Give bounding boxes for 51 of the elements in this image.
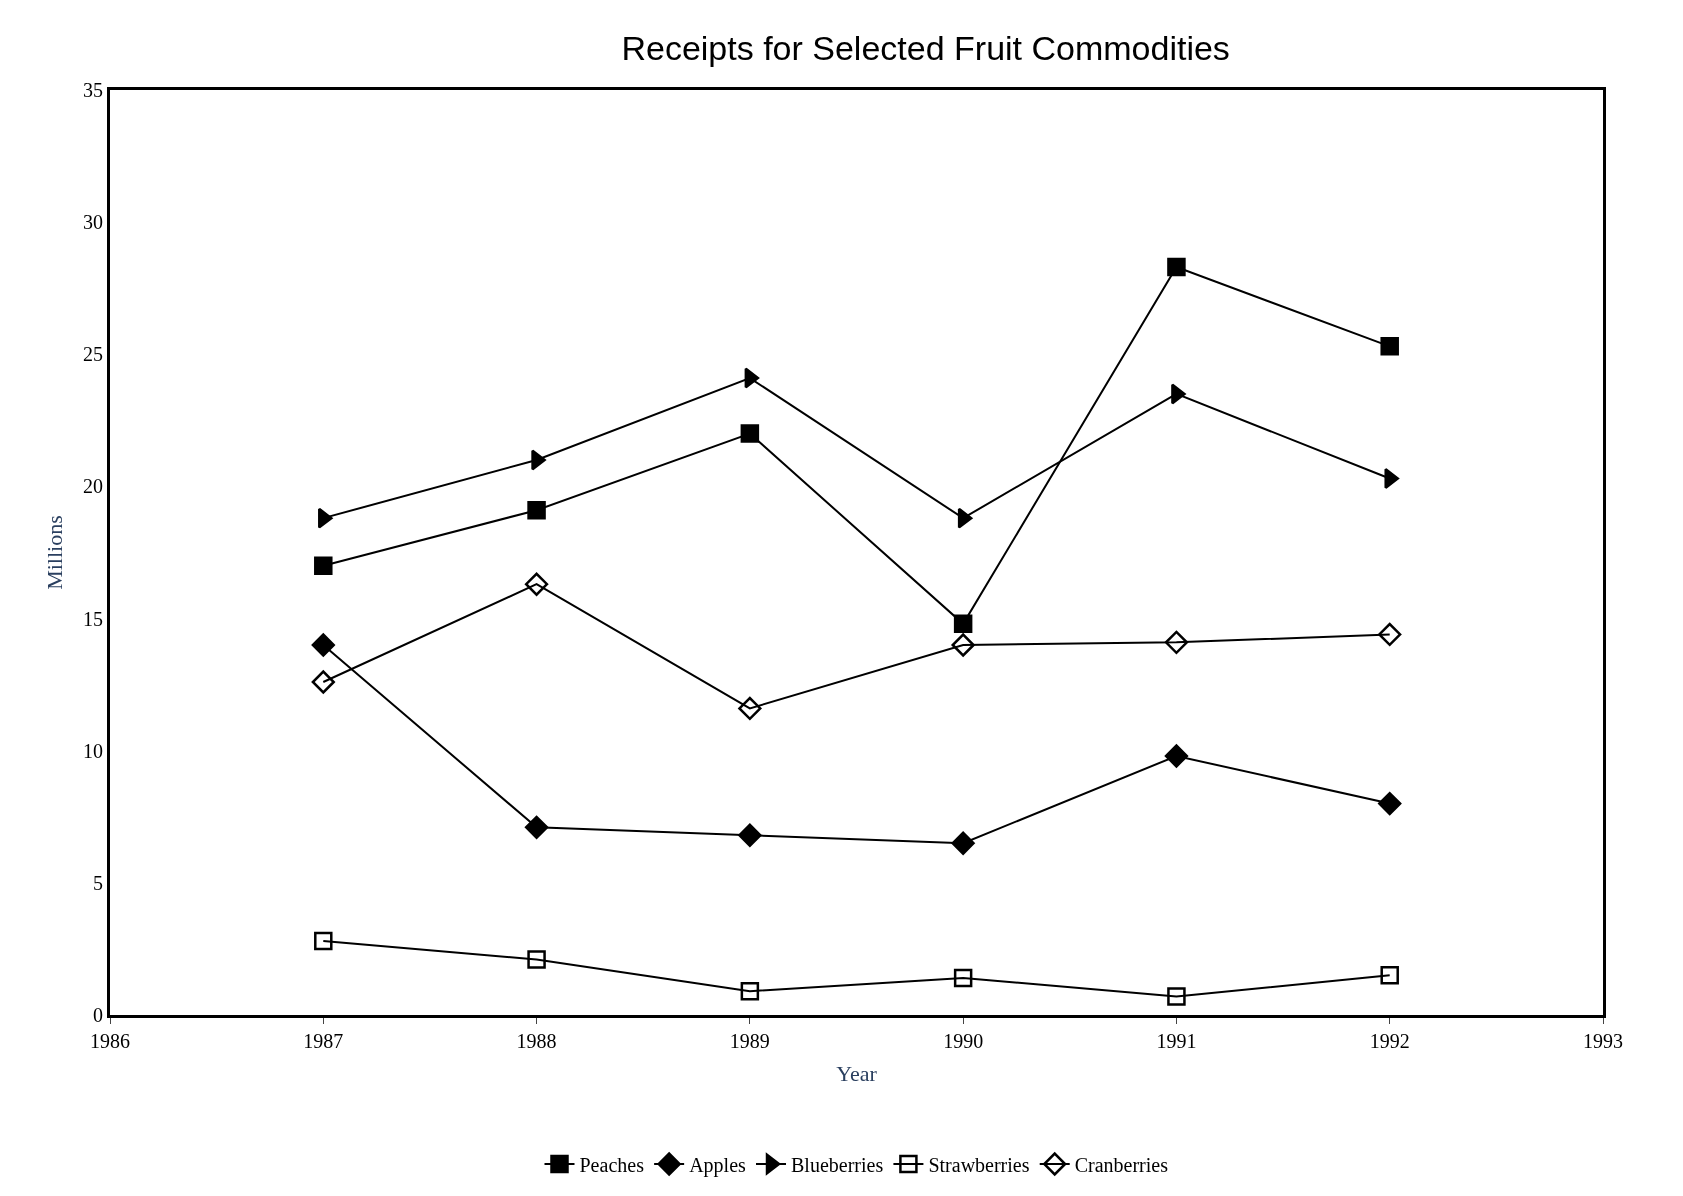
point [311, 670, 335, 694]
point [314, 931, 333, 951]
point [738, 823, 762, 847]
point [740, 424, 760, 443]
x-axis-title: Year [836, 1060, 878, 1086]
x-tick-label: 1986 [90, 1030, 130, 1052]
point [524, 815, 549, 840]
point [1378, 791, 1402, 816]
y-tick-label: 25 [83, 343, 103, 366]
x-tick-label: 1988 [516, 1030, 557, 1052]
x-tick-label: 1991 [1156, 1030, 1197, 1052]
y-tick-label: 0 [93, 1004, 103, 1026]
x-tick-label: 1990 [943, 1030, 984, 1052]
point [740, 981, 760, 1001]
y-tick-label: 10 [83, 739, 103, 762]
x-tick-label: 1987 [303, 1030, 344, 1052]
point [527, 500, 546, 520]
point [1164, 744, 1189, 768]
y-tick-label: 30 [83, 211, 103, 234]
legend-label: Cranberries [1074, 1153, 1169, 1176]
point [1167, 257, 1186, 277]
y-tick-label: 35 [83, 79, 103, 101]
legend-label: Apples [689, 1153, 747, 1177]
point [953, 968, 973, 988]
point [1380, 966, 1399, 985]
legend-label: Blueberries [791, 1153, 884, 1176]
point [1167, 987, 1186, 1006]
point [738, 696, 762, 721]
point [1378, 622, 1402, 647]
point [957, 507, 973, 529]
point [524, 572, 549, 596]
chart-title: Receipts for Selected Fruit Commodities [621, 28, 1230, 67]
point [744, 367, 760, 389]
y-tick-label: 15 [83, 607, 103, 630]
point [953, 614, 973, 634]
point [951, 633, 975, 657]
x-tick-label: 1993 [1583, 1030, 1623, 1052]
legend-label: Peaches [579, 1153, 645, 1176]
x-tick-label: 1992 [1369, 1030, 1410, 1052]
point [527, 950, 546, 969]
y-tick-label: 20 [83, 475, 103, 498]
y-axis-title: Millions [41, 515, 67, 590]
point [314, 556, 333, 575]
point [1164, 630, 1189, 655]
point [1384, 468, 1399, 489]
point [1380, 337, 1399, 356]
point [951, 831, 975, 855]
x-tick-label: 1989 [729, 1030, 770, 1052]
y-tick-label: 5 [93, 871, 103, 894]
legend-label: Strawberries [928, 1153, 1030, 1176]
point [311, 633, 335, 657]
